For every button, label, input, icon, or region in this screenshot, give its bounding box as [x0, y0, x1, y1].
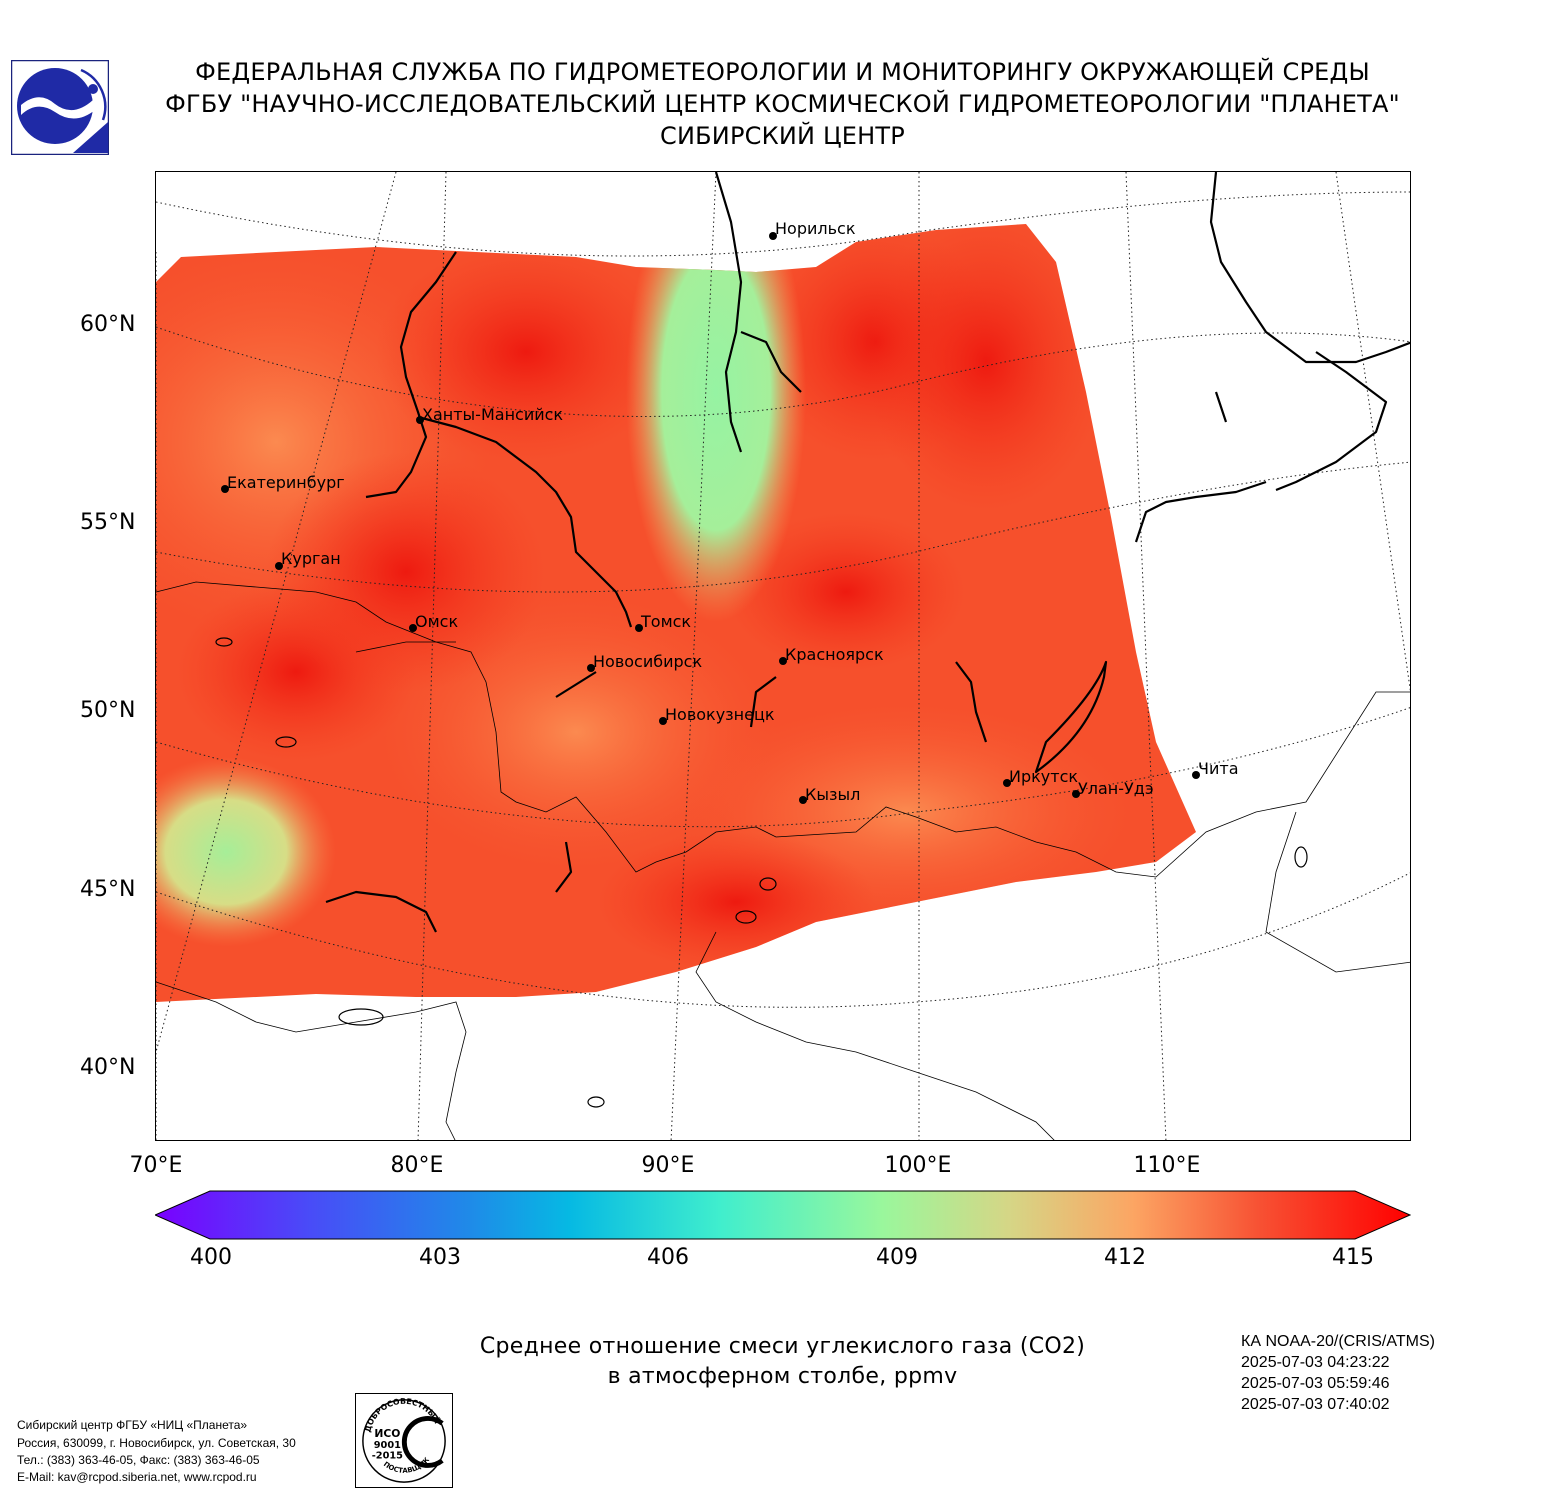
- iso-9001-stamp: ДОБРОСОВЕСТНЫЙ ПОСТАВЩИК ИСО 9001 -2015: [355, 1393, 453, 1488]
- product-units: в атмосферном столбе, ppmv: [607, 1364, 958, 1389]
- city-dot: [221, 485, 229, 493]
- colorbar-tick-406: 406: [647, 1245, 689, 1270]
- city-dot: [1072, 790, 1080, 798]
- city-label-ulan-ude: Улан-Удэ: [1078, 779, 1154, 798]
- lon-label-100: 100°E: [884, 1153, 952, 1178]
- footer-address: Россия, 630099, г. Новосибирск, ул. Сове…: [17, 1436, 296, 1450]
- svg-text:-2015: -2015: [372, 1451, 403, 1462]
- lat-label-45: 45°N: [80, 877, 136, 902]
- product-title: Среднее отношение смеси углекислого газа…: [479, 1334, 1086, 1359]
- rivers: [325, 172, 1410, 933]
- city-dot: [659, 717, 667, 725]
- graticule: [156, 172, 1410, 1140]
- city-dot: [409, 624, 417, 632]
- satellite-time-1: 2025-07-03 04:23:22: [1241, 1354, 1390, 1371]
- lat-label-60: 60°N: [80, 312, 136, 337]
- co2-map: [155, 171, 1411, 1141]
- city-label-omsk: Омск: [415, 612, 459, 631]
- header-institute: ФГБУ "НАУЧНО-ИССЛЕДОВАТЕЛЬСКИЙ ЦЕНТР КОС…: [165, 90, 1400, 118]
- lat-label-50: 50°N: [80, 698, 136, 723]
- colorbar-tick-415: 415: [1332, 1245, 1374, 1270]
- colorbar-tick-400: 400: [190, 1245, 232, 1270]
- city-label-yekaterinburg: Екатеринбург: [227, 473, 345, 492]
- city-label-chita: Чита: [1198, 759, 1239, 778]
- lon-label-80: 80°E: [390, 1153, 444, 1178]
- city-label-irkutsk: Иркутск: [1009, 767, 1079, 786]
- colorbar-tick-412: 412: [1104, 1245, 1146, 1270]
- header-agency: ФЕДЕРАЛЬНАЯ СЛУЖБА ПО ГИДРОМЕТЕОРОЛОГИИ …: [195, 58, 1370, 86]
- svg-text:9001: 9001: [374, 1440, 401, 1451]
- footer-phone: Тел.: (383) 363-46-05, Факс: (383) 363-4…: [17, 1453, 260, 1467]
- planeta-logo: [11, 60, 109, 155]
- city-label-krasnoyarsk: Красноярск: [785, 645, 884, 664]
- colorbar-tick-409: 409: [876, 1245, 918, 1270]
- city-label-khanty-mansiysk: Ханты-Мансийск: [422, 405, 564, 424]
- city-dot: [635, 624, 643, 632]
- svg-text:ИСО: ИСО: [374, 1427, 400, 1440]
- satellite-name: КА NOAA-20/(CRIS/ATMS): [1241, 1333, 1435, 1350]
- borders: [156, 581, 1410, 1140]
- city-dot: [275, 562, 283, 570]
- city-label-kyzyl: Кызыл: [805, 785, 861, 804]
- colorbar-tick-403: 403: [419, 1245, 461, 1270]
- lon-label-70: 70°E: [129, 1153, 183, 1178]
- city-dot: [779, 657, 787, 665]
- city-dot: [1003, 779, 1011, 787]
- city-label-novosibirsk: Новосибирск: [593, 652, 703, 671]
- city-dot: [416, 416, 424, 424]
- satellite-time-3: 2025-07-03 07:40:02: [1241, 1396, 1390, 1413]
- city-label-novokuznetsk: Новокузнецк: [665, 705, 775, 724]
- colorbar: [155, 1190, 1411, 1240]
- lon-label-110: 110°E: [1133, 1153, 1201, 1178]
- lakes: [215, 637, 1308, 1108]
- city-dot: [1192, 771, 1200, 779]
- city-dot: [587, 664, 595, 672]
- city-label-tomsk: Томск: [641, 612, 692, 631]
- lat-label-40: 40°N: [80, 1055, 136, 1080]
- city-label-kurgan: Курган: [281, 549, 341, 568]
- map-canvas: [156, 172, 1410, 1140]
- lat-label-55: 55°N: [80, 510, 136, 535]
- footer-org: Сибирский центр ФГБУ «НИЦ «Планета»: [17, 1418, 248, 1432]
- satellite-time-2: 2025-07-03 05:59:46: [1241, 1375, 1390, 1392]
- city-dot: [769, 232, 777, 240]
- city-label-norilsk: Норильск: [775, 219, 856, 238]
- header-center: СИБИРСКИЙ ЦЕНТР: [660, 122, 905, 150]
- lon-label-90: 90°E: [641, 1153, 695, 1178]
- city-dot: [799, 796, 807, 804]
- footer-email: E-Mail: kav@rcpod.siberia.net, www.rcpod…: [17, 1470, 257, 1484]
